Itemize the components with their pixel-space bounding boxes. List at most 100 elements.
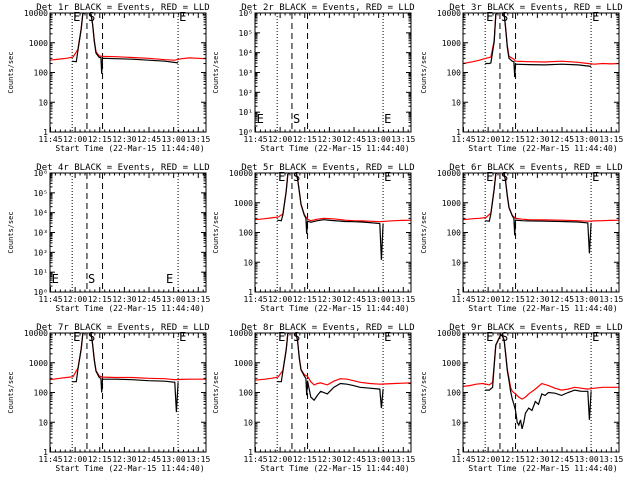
chart-panel-2: Det 2r BLACK = Events, RED = LLD E S E 10⁰ 10… (212, 3, 416, 153)
x-tick-label: 12:45 (550, 295, 574, 304)
event-marker-s: S (88, 10, 95, 24)
event-marker-s: S (88, 272, 95, 286)
event-marker-s: S (501, 170, 508, 184)
x-tick-label: 12:45 (342, 295, 366, 304)
y-tick-label: 100 (447, 229, 462, 238)
event-marker-e: E (179, 10, 186, 24)
y-axis-label: Counts/sec (420, 51, 428, 93)
x-tick-label: 12:30 (525, 295, 549, 304)
events-series-line (485, 173, 592, 254)
x-tick-label: 13:15 (186, 455, 210, 464)
y-tick-label: 10³ (34, 229, 48, 238)
event-marker-s: S (293, 330, 300, 344)
x-tick-label: 12:00 (63, 455, 87, 464)
x-axis-label: Start Time (22-Mar-15 11:44:40) (260, 464, 409, 473)
event-marker-e: E (179, 330, 186, 344)
x-tick-label: 12:45 (550, 135, 574, 144)
y-tick-label: 10000 (24, 329, 48, 338)
y-tick-label: 10000 (437, 169, 461, 178)
y-tick-label: 10⁵ (239, 29, 253, 38)
y-tick-label: 10² (239, 88, 253, 97)
x-tick-label: 12:15 (293, 455, 317, 464)
y-tick-label: 10⁰ (239, 128, 253, 137)
x-axis-label: Start Time (22-Mar-15 11:44:40) (55, 304, 204, 313)
x-tick-label: 13:15 (599, 295, 623, 304)
x-tick-label: 12:30 (112, 135, 136, 144)
series-group (255, 333, 411, 409)
x-tick-label: 11:45 (451, 295, 475, 304)
y-tick-label: 1000 (442, 39, 461, 48)
x-tick-label: 13:15 (391, 135, 415, 144)
y-tick-label: 10³ (239, 69, 253, 78)
x-tick-label: 12:30 (112, 295, 136, 304)
y-tick-label: 10⁰ (34, 288, 48, 297)
y-tick-label: 10 (451, 418, 461, 427)
y-tick-label: 10¹ (34, 268, 48, 277)
events-series-line (72, 333, 179, 413)
x-tick-label: 13:00 (575, 455, 599, 464)
events-series-line (485, 13, 592, 78)
y-tick-label: 100 (239, 229, 254, 238)
y-tick-label: 10² (34, 248, 48, 257)
plot-frame (254, 172, 412, 293)
event-marker-e: E (278, 330, 285, 344)
x-tick-label: 12:15 (501, 455, 525, 464)
x-axis-label: Start Time (22-Mar-15 11:44:40) (260, 304, 409, 313)
plot-frame (49, 332, 207, 453)
x-tick-label: 12:30 (317, 455, 341, 464)
x-axis-label: Start Time (22-Mar-15 11:44:40) (468, 144, 617, 153)
y-tick-label: 1000 (29, 359, 48, 368)
event-marker-s: S (501, 330, 508, 344)
x-tick-label: 11:45 (243, 295, 267, 304)
series-group (463, 333, 619, 430)
y-axis-label: Counts/sec (420, 211, 428, 253)
x-tick-label: 12:00 (268, 135, 292, 144)
events-series-line (277, 173, 384, 260)
x-axis-label: Start Time (22-Mar-15 11:44:40) (468, 464, 617, 473)
x-tick-label: 11:45 (38, 455, 62, 464)
x-tick-label: 12:15 (88, 295, 112, 304)
y-tick-label: 10 (451, 98, 461, 107)
chart-title: Det 7r BLACK = Events, RED = LLD (36, 323, 209, 333)
y-tick-label: 1000 (234, 199, 253, 208)
events-series-line (72, 13, 179, 74)
x-tick-label: 13:00 (162, 295, 186, 304)
y-tick-label: 10000 (229, 169, 253, 178)
event-marker-e: E (73, 10, 80, 24)
x-tick-label: 12:00 (268, 295, 292, 304)
event-marker-s: S (88, 330, 95, 344)
y-tick-label: 10⁴ (239, 49, 253, 58)
event-marker-e: E (166, 272, 173, 286)
y-axis-label: Counts/sec (212, 211, 220, 253)
event-marker-e: E (486, 330, 493, 344)
x-tick-label: 12:30 (317, 295, 341, 304)
x-tick-label: 11:45 (243, 135, 267, 144)
y-tick-label: 10000 (24, 9, 48, 18)
x-tick-label: 13:00 (367, 455, 391, 464)
y-tick-label: 100 (239, 389, 254, 398)
series-group (50, 333, 206, 413)
y-tick-label: 10⁵ (34, 189, 48, 198)
series-group (463, 13, 619, 78)
y-tick-label: 10 (38, 418, 48, 427)
event-marker-e: E (257, 112, 264, 126)
x-tick-label: 13:00 (162, 135, 186, 144)
x-tick-label: 13:15 (599, 135, 623, 144)
x-axis-label: Start Time (22-Mar-15 11:44:40) (260, 144, 409, 153)
y-tick-label: 100 (447, 389, 462, 398)
event-marker-e: E (52, 272, 59, 286)
y-tick-label: 10 (38, 98, 48, 107)
y-axis-label: Counts/sec (212, 51, 220, 93)
y-tick-label: 100 (34, 389, 49, 398)
y-axis-label: Counts/sec (7, 211, 15, 253)
y-tick-label: 10000 (437, 9, 461, 18)
events-series-line (277, 333, 384, 409)
y-tick-label: 10¹ (239, 108, 253, 117)
x-tick-label: 12:30 (112, 455, 136, 464)
x-tick-label: 12:45 (137, 295, 161, 304)
